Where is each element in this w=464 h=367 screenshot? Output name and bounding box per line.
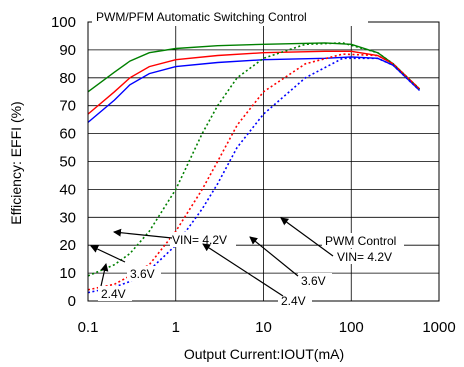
y-tick-10: 100 (51, 14, 76, 31)
label-bg-vin42 (170, 232, 236, 247)
label-2-4v: 2.4V (101, 287, 126, 301)
label-pwm-vin-4-2: VIN= 4.2V (337, 250, 392, 264)
y-tick-1: 10 (59, 265, 76, 282)
arrow-pwm-vin-4-2 (280, 217, 334, 257)
arrow-3-6v (90, 245, 126, 263)
arrow-pwm-3-6v (249, 236, 299, 277)
label-bg-2-4 (98, 286, 132, 301)
y-tick-5: 50 (59, 154, 76, 171)
series-line-pwm_pfm-0 (87, 42, 420, 93)
label-pwm-3-6v: 3.6V (301, 274, 326, 288)
label-bg-pwm-3-6 (298, 273, 332, 288)
y-tick-2: 20 (59, 237, 76, 254)
arrow-pwm-2-4v (202, 243, 284, 297)
label-pwm-control: PWM Control (325, 234, 396, 248)
y-axis-label: Efficiency: EFFI (%) (8, 101, 24, 224)
label-bg-3-6 (127, 266, 161, 281)
title-background (92, 9, 368, 26)
x-tick-3: 100 (339, 319, 364, 336)
label-pwm-2-4v: 2.4V (281, 294, 306, 308)
x-axis-label: Output Current:IOUT(mA) (184, 346, 344, 362)
y-tick-labels: 0 10 20 30 40 50 60 70 80 90 100 (51, 14, 76, 310)
x-tick-0: 0.1 (78, 319, 99, 336)
label-bg-pwm-vin42 (334, 249, 404, 264)
label-vin-4-2: VIN= 4.2V (172, 233, 227, 247)
chart-title: PWM/PFM Automatic Switching Control (96, 10, 307, 24)
x-tick-labels: 0.1 1 10 100 1000 (78, 319, 456, 336)
y-tick-3: 30 (59, 209, 76, 226)
series-line-pwm-4 (87, 53, 421, 291)
label-3-6v: 3.6V (130, 267, 155, 281)
x-tick-1: 1 (172, 319, 180, 336)
label-bg-pwm-2-4 (278, 293, 312, 308)
series-line-pwm_pfm-2 (87, 56, 420, 123)
arrow-2-4v (100, 263, 109, 287)
y-tick-7: 70 (59, 98, 76, 115)
y-tick-4: 40 (59, 181, 76, 198)
y-tick-9: 90 (59, 42, 76, 59)
x-tick-2: 10 (255, 319, 272, 336)
x-tick-4: 1000 (422, 319, 455, 336)
series-line-pwm-5 (87, 57, 421, 294)
y-tick-0: 0 (68, 293, 76, 310)
y-tick-8: 80 (59, 70, 76, 87)
y-tick-6: 60 (59, 126, 76, 143)
label-bg-pwm (322, 233, 404, 248)
arrow-vin-4-2 (113, 228, 173, 239)
series-layer (87, 42, 421, 294)
